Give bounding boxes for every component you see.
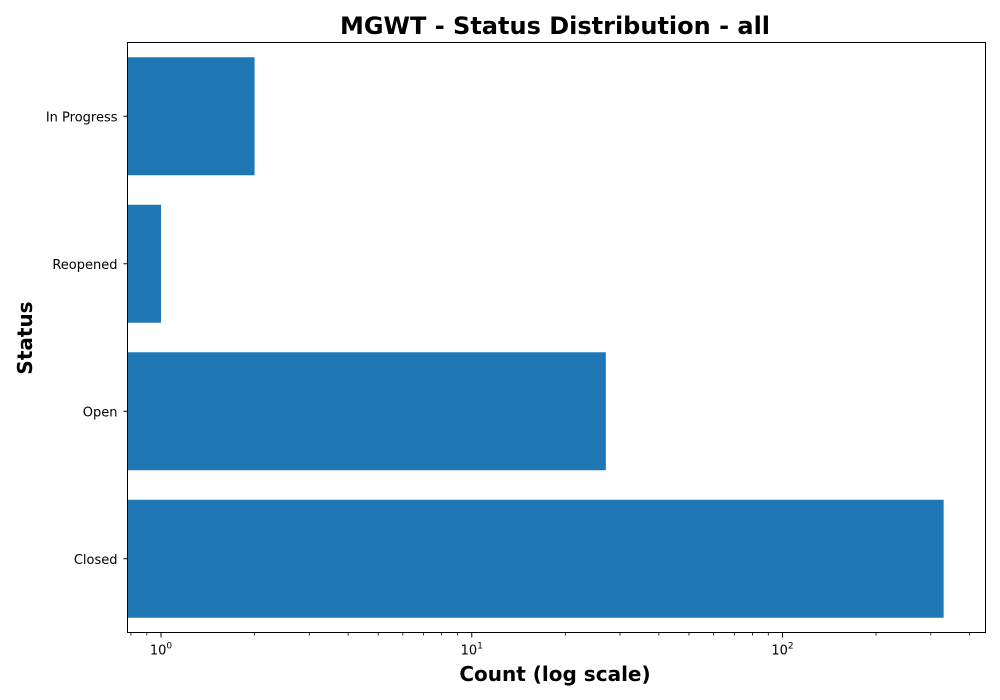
bar-in-progress bbox=[127, 57, 255, 176]
x-axis-label: Count (log scale) bbox=[459, 662, 650, 686]
bar-closed bbox=[127, 499, 944, 618]
y-tick-label: In Progress bbox=[46, 110, 118, 125]
plot-frame bbox=[127, 42, 986, 633]
ticks-layer: In Progress Reopened Open Closed 100 101 102 bbox=[46, 110, 971, 659]
y-tick-label: Closed bbox=[74, 553, 118, 568]
chart-title: MGWT - Status Distribution - all bbox=[340, 12, 770, 40]
x-tick-label: 102 bbox=[771, 642, 793, 659]
bar-open bbox=[127, 352, 606, 471]
bar-reopened bbox=[127, 204, 162, 323]
bars-layer bbox=[127, 57, 944, 618]
x-tick-label: 100 bbox=[150, 642, 173, 659]
y-tick-label: Reopened bbox=[52, 258, 117, 273]
y-tick-label: Open bbox=[83, 405, 118, 420]
y-axis-label: Status bbox=[13, 301, 37, 374]
x-tick-label: 101 bbox=[461, 642, 483, 659]
